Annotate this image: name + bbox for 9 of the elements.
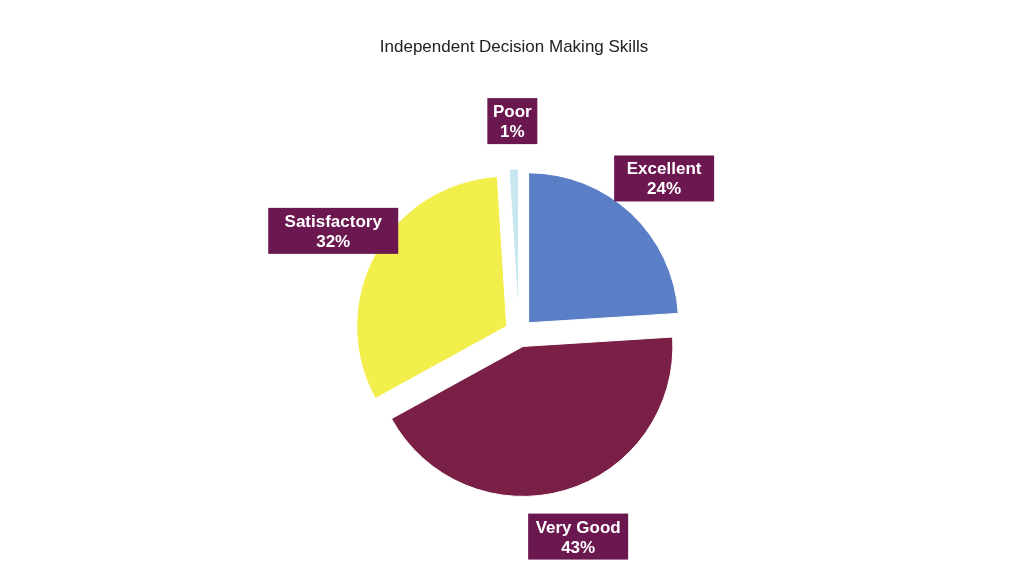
slice-label: Poor [492, 102, 533, 122]
data-label: 1% [500, 122, 525, 142]
data-label: 24% [647, 179, 682, 199]
chart-title: Independent Decision Making Skills [379, 37, 649, 56]
slice-label: Very Good [535, 517, 621, 537]
slice-label: Satisfactory [284, 211, 383, 231]
slice-label: Excellent [626, 159, 702, 179]
data-label: 43% [561, 537, 596, 557]
data-label: 32% [316, 231, 351, 251]
